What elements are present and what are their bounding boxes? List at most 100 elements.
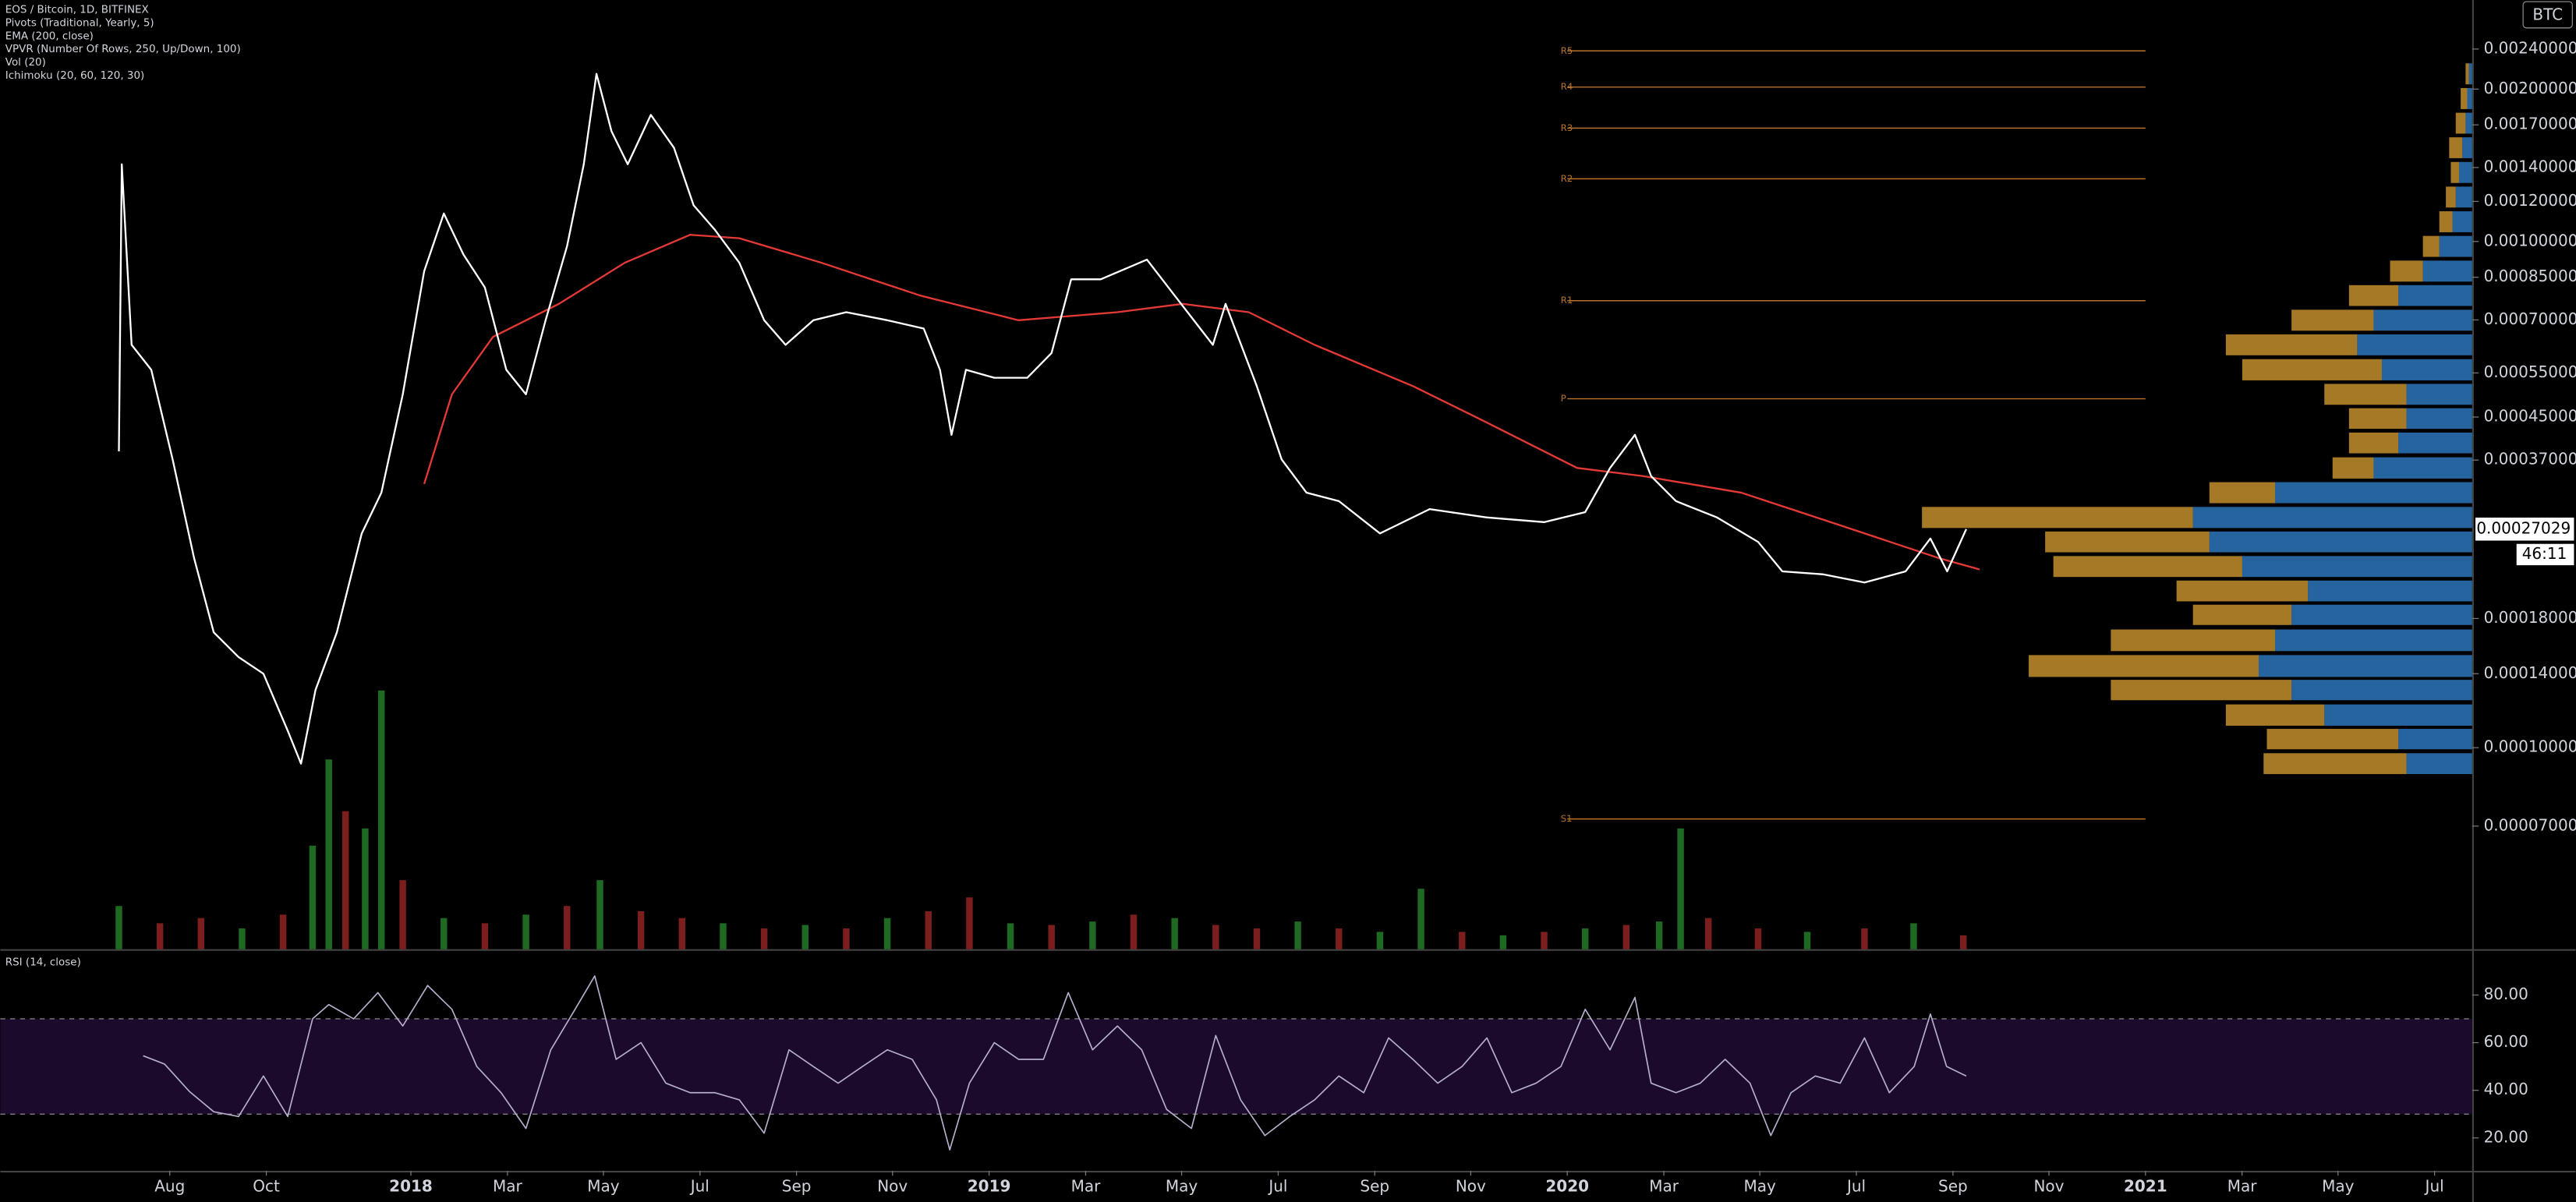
rsi-line xyxy=(143,975,1967,1151)
volume-bar xyxy=(377,690,385,949)
rsi-y-tick-label: 80.00 xyxy=(2484,985,2528,1003)
volume-bar xyxy=(1253,928,1261,949)
rsi-y-tick-label: 20.00 xyxy=(2484,1127,2528,1146)
volume-bar xyxy=(1754,928,1762,949)
volume-bar xyxy=(966,897,973,949)
vpvr-up xyxy=(2468,63,2472,85)
rsi-band xyxy=(0,1019,2472,1115)
y-tick-label: 0.00010000 xyxy=(2484,737,2576,756)
x-tick-label: 2021 xyxy=(2124,1177,2167,1196)
vpvr-up xyxy=(2258,655,2472,677)
volume-bar xyxy=(341,811,349,949)
volume-bar xyxy=(1459,932,1466,949)
vpvr-down xyxy=(2266,729,2399,750)
vpvr-up xyxy=(2373,457,2472,479)
vpvr-up xyxy=(2406,384,2472,405)
y-tick-label: 0.00045000 xyxy=(2484,407,2576,426)
vpvr-up xyxy=(2458,161,2472,183)
countdown-label: 46:11 xyxy=(2522,544,2567,563)
volume-bar xyxy=(1089,921,1096,949)
volume-bar xyxy=(481,923,489,949)
volume-bar xyxy=(522,914,529,949)
pivot-label: R2 xyxy=(1561,173,1573,184)
volume-bar xyxy=(362,828,369,949)
pivot-label: R5 xyxy=(1561,45,1573,56)
y-tick-label: 0.00018000 xyxy=(2484,608,2576,627)
volume-bar xyxy=(1171,917,1178,949)
pivot-label: R3 xyxy=(1561,122,1573,133)
vpvr-down xyxy=(2242,359,2382,380)
volume-bar xyxy=(1677,828,1684,949)
volume-bar xyxy=(883,917,891,949)
x-tick-label: May xyxy=(587,1177,620,1196)
volume-bar xyxy=(637,910,645,949)
vpvr-up xyxy=(2422,260,2472,282)
pivot-label: P xyxy=(1561,393,1566,404)
volume-bar xyxy=(1655,921,1663,949)
vpvr-down xyxy=(1922,507,2193,529)
x-tick-label: Nov xyxy=(1456,1177,1486,1196)
vpvr-down xyxy=(2225,334,2358,355)
vpvr-up xyxy=(2439,235,2472,257)
vpvr-up xyxy=(2275,629,2472,652)
vpvr-down xyxy=(2291,309,2374,331)
last-price-tag xyxy=(2475,518,2574,541)
rsi-y-tick-label: 60.00 xyxy=(2484,1032,2528,1051)
vpvr-up xyxy=(2308,580,2472,602)
currency-box xyxy=(2522,1,2573,29)
x-tick-label: Sep xyxy=(1938,1177,1968,1196)
volume-bar xyxy=(309,845,317,949)
vpvr-down xyxy=(2225,704,2325,726)
volume-bar xyxy=(279,914,287,949)
pivot-label: S1 xyxy=(1561,813,1573,824)
y-tick-label: 0.00037000 xyxy=(2484,450,2576,468)
volume-bar xyxy=(441,917,448,949)
vpvr-up xyxy=(2291,604,2472,625)
vpvr-up xyxy=(2324,704,2472,726)
volume-bar xyxy=(1212,924,1219,949)
x-tick-label: Jul xyxy=(2424,1177,2444,1196)
x-tick-label: Nov xyxy=(877,1177,908,1196)
vpvr-up xyxy=(2373,309,2472,331)
x-tick-label: 2019 xyxy=(968,1177,1011,1196)
vpvr-up xyxy=(2455,186,2472,208)
y-tick-label: 0.00140000 xyxy=(2484,157,2576,175)
volume-bar xyxy=(1048,924,1055,949)
indicator-label: EMA (200, close) xyxy=(5,30,94,42)
vpvr-up xyxy=(2209,531,2472,553)
vpvr-up xyxy=(2406,753,2472,775)
vpvr-down xyxy=(2209,482,2276,504)
x-tick-label: Mar xyxy=(2227,1177,2258,1196)
volume-bar xyxy=(760,928,768,949)
volume-bar xyxy=(1417,889,1424,949)
indicator-label: VPVR (Number Of Rows, 250, Up/Down, 100) xyxy=(5,43,241,55)
rsi-title: RSI (14, close) xyxy=(5,956,81,968)
indicator-label: Pivots (Traditional, Yearly, 5) xyxy=(5,16,154,29)
vpvr-up xyxy=(2406,408,2472,430)
vpvr-up xyxy=(2467,87,2472,109)
vpvr-down xyxy=(2332,457,2374,479)
vpvr-up xyxy=(2242,556,2472,578)
volume-bar xyxy=(115,906,122,949)
vpvr-up xyxy=(2192,507,2472,529)
x-tick-label: Jul xyxy=(689,1177,709,1196)
volume-bar xyxy=(325,759,332,949)
volume-bar xyxy=(1541,932,1548,949)
vpvr-down xyxy=(2446,186,2456,208)
vpvr-down xyxy=(2455,112,2466,134)
vpvr-up xyxy=(2398,285,2472,306)
indicator-label: Vol (20) xyxy=(5,56,46,69)
x-tick-label: Aug xyxy=(154,1177,185,1196)
chart-title: EOS / Bitcoin, 1D, BITFINEX xyxy=(5,4,149,16)
x-tick-label: Mar xyxy=(1649,1177,1679,1196)
y-tick-label: 0.00100000 xyxy=(2484,231,2576,249)
volume-bar xyxy=(1704,917,1712,949)
x-tick-label: Oct xyxy=(253,1177,280,1196)
volume-bar xyxy=(1581,928,1589,949)
vpvr-down xyxy=(2465,63,2469,85)
vpvr-up xyxy=(2398,729,2472,750)
vpvr-up xyxy=(2291,680,2472,701)
vpvr-down xyxy=(2390,260,2423,282)
vpvr-up xyxy=(2452,211,2472,232)
